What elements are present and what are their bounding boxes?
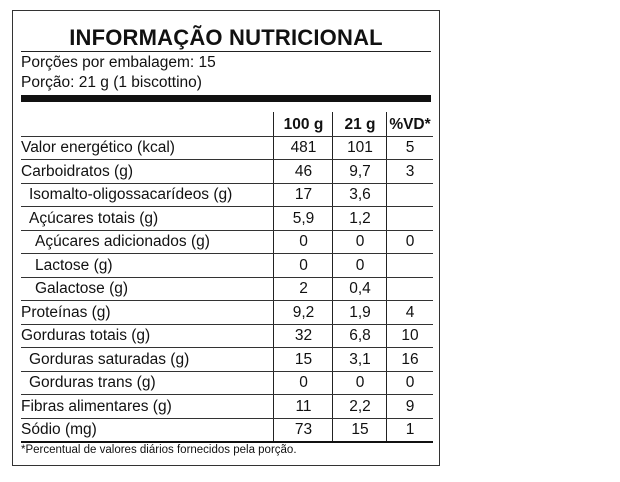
nutrient-value-v100: 9,2 xyxy=(292,303,315,321)
nutrition-facts-label: INFORMAÇÃO NUTRICIONAL Porções por embal… xyxy=(12,10,440,466)
nutrient-value-v21: 3,1 xyxy=(349,350,371,368)
nutrient-row: Açúcares adicionados (g) 0 0 0 xyxy=(21,230,433,254)
nutrient-name: Isomalto-oligossacarídeos (g) xyxy=(29,186,233,203)
nutrient-value-vd: 9 xyxy=(405,397,415,415)
nutrient-value-vd xyxy=(387,183,433,207)
column-divider xyxy=(273,112,274,443)
nutrient-value-vd: 10 xyxy=(401,327,419,344)
column-header: 21 g xyxy=(344,115,376,133)
nutrient-name: Lactose (g) xyxy=(35,256,113,274)
nutrient-name: Carboidratos (g) xyxy=(21,162,133,180)
column-header: 100 g xyxy=(283,115,324,133)
nutrient-value-vd: 16 xyxy=(401,350,419,368)
nutrient-row: Sódio (mg) 73 15 1 xyxy=(21,418,433,443)
serving-size: Porção: 21 g (1 biscottino) xyxy=(21,74,202,91)
nutrient-value-vd: 0 xyxy=(405,233,415,250)
nutrient-value-v100: 5,9 xyxy=(292,209,315,227)
nutrient-value-v100: 0 xyxy=(299,233,308,250)
nutrient-name: Galactose (g) xyxy=(35,280,129,297)
nutrient-value-vd: 3 xyxy=(405,162,415,180)
nutrient-name: Açúcares totais (g) xyxy=(29,209,159,227)
column-divider xyxy=(332,112,333,443)
nutrient-name: Gorduras trans (g) xyxy=(29,374,156,391)
nutrient-row: Lactose (g) 0 0 xyxy=(21,253,433,278)
nutrient-name: Gorduras saturadas (g) xyxy=(29,350,190,368)
nutrient-value-v21: 0,4 xyxy=(349,280,371,297)
nutrient-value-v21: 2,2 xyxy=(349,397,371,415)
nutrient-value-v21: 0 xyxy=(355,256,365,274)
nutrient-value-v21: 101 xyxy=(347,139,373,156)
nutrient-value-v21: 0 xyxy=(355,374,365,391)
nutrient-value-v21: 1,9 xyxy=(349,303,371,321)
nutrient-value-v21: 0 xyxy=(355,233,365,250)
footnote: *Percentual de valores diários fornecido… xyxy=(21,444,297,456)
nutrient-value-vd xyxy=(387,206,433,230)
nutrient-row: Gorduras saturadas (g) 15 3,1 16 xyxy=(21,347,433,372)
column-divider xyxy=(386,112,387,443)
nutrient-row: Carboidratos (g) 46 9,7 3 xyxy=(21,159,433,184)
nutrient-value-v100: 32 xyxy=(294,327,313,344)
nutrient-value-v21: 15 xyxy=(351,421,369,438)
nutrient-value-vd xyxy=(387,253,433,277)
column-header: %VD* xyxy=(389,115,431,133)
nutrient-row: Gorduras trans (g) 0 0 0 xyxy=(21,371,433,395)
nutrient-value-vd xyxy=(387,277,433,301)
nutrient-value-v100: 15 xyxy=(294,350,313,368)
nutrient-value-vd: 1 xyxy=(405,421,415,438)
nutrient-name: Gorduras totais (g) xyxy=(21,327,151,344)
nutrition-table: 100 g 21 g %VD* Valor energético (kcal) 481 1… xyxy=(21,112,433,443)
nutrient-value-v100: 17 xyxy=(294,186,313,203)
nutrient-row: Gorduras totais (g) 32 6,8 10 xyxy=(21,324,433,348)
nutrient-value-v100: 73 xyxy=(294,421,313,438)
nutrient-name: Fibras alimentares (g) xyxy=(21,397,172,415)
nutrient-value-v21: 3,6 xyxy=(349,186,371,203)
nutrient-value-v100: 2 xyxy=(299,280,308,297)
table-header-row: 100 g 21 g %VD* xyxy=(21,112,433,137)
column-header xyxy=(21,112,273,136)
nutrient-value-v21: 9,7 xyxy=(349,162,371,180)
label-title: INFORMAÇÃO NUTRICIONAL xyxy=(69,25,383,50)
nutrient-value-vd: 0 xyxy=(405,374,415,391)
nutrient-row: Proteínas (g) 9,2 1,9 4 xyxy=(21,300,433,325)
nutrient-value-vd: 4 xyxy=(405,303,415,321)
nutrient-row: Açúcares totais (g) 5,9 1,2 xyxy=(21,206,433,231)
thick-divider xyxy=(21,95,431,102)
nutrient-value-v21: 1,2 xyxy=(349,209,371,227)
title-divider xyxy=(21,51,431,52)
nutrient-value-vd: 5 xyxy=(405,139,415,156)
nutrient-name: Valor energético (kcal) xyxy=(21,139,175,156)
nutrient-value-v21: 6,8 xyxy=(349,327,371,344)
nutrient-name: Açúcares adicionados (g) xyxy=(35,233,210,250)
nutrient-value-v100: 46 xyxy=(294,162,313,180)
servings-per-package: Porções por embalagem: 15 xyxy=(21,54,216,71)
nutrient-value-v100: 0 xyxy=(299,256,308,274)
nutrient-value-v100: 481 xyxy=(290,139,317,156)
nutrient-value-v100: 0 xyxy=(299,374,308,391)
nutrient-row: Fibras alimentares (g) 11 2,2 9 xyxy=(21,394,433,419)
nutrient-row: Valor energético (kcal) 481 101 5 xyxy=(21,136,433,160)
nutrient-name: Proteínas (g) xyxy=(21,303,111,321)
nutrient-row: Isomalto-oligossacarídeos (g) 17 3,6 xyxy=(21,183,433,207)
nutrient-row: Galactose (g) 2 0,4 xyxy=(21,277,433,301)
nutrient-value-v100: 11 xyxy=(295,397,312,415)
nutrient-name: Sódio (mg) xyxy=(21,421,97,438)
